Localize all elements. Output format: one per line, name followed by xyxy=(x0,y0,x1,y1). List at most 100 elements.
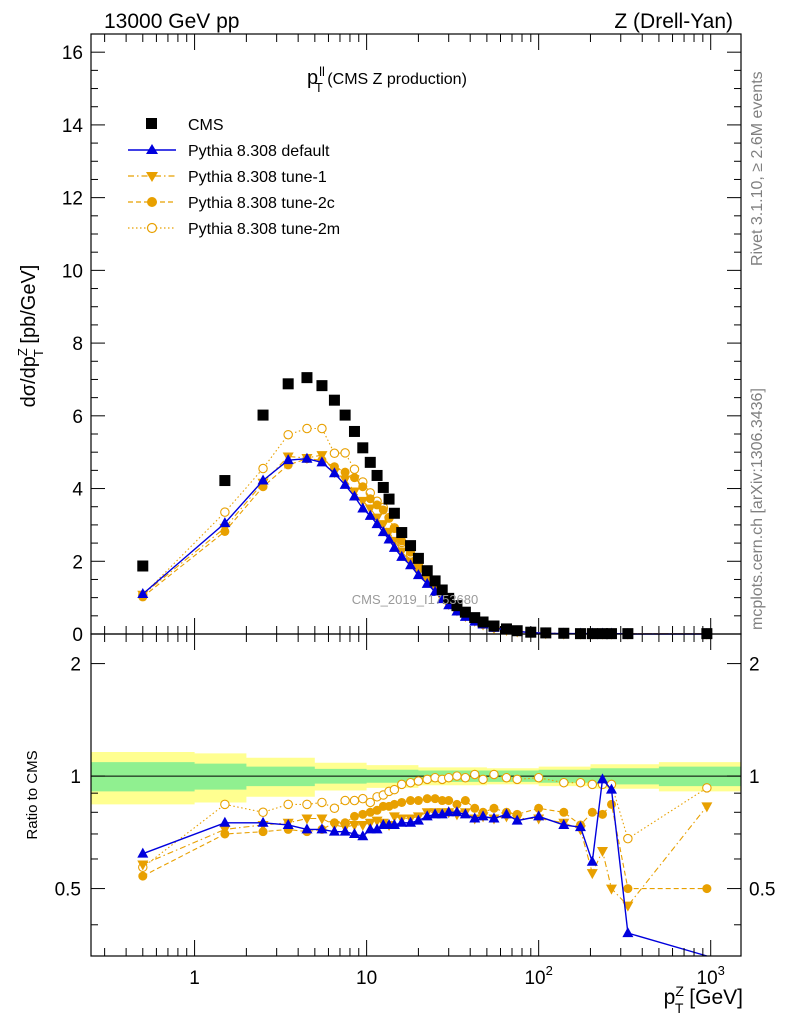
ratio-point-tune2c xyxy=(534,803,544,813)
main-point-default xyxy=(377,526,389,537)
ratio-point-tune2c xyxy=(349,811,359,821)
main-point-cms xyxy=(558,627,570,639)
main-point-cms xyxy=(328,394,340,406)
main-point-tune2m xyxy=(329,448,340,459)
main-point-default xyxy=(396,550,408,561)
ratio-point-tune2c xyxy=(452,799,462,809)
main-point-default xyxy=(364,509,376,520)
ratio-point-default xyxy=(586,855,598,866)
main-point-default xyxy=(388,541,400,552)
ratio-point-tune1 xyxy=(605,884,617,895)
ratio-point-default xyxy=(511,814,523,825)
ratio-point-tune2m xyxy=(349,795,360,806)
main-point-cms xyxy=(412,552,424,564)
legend-marker-tune2m xyxy=(146,222,158,234)
ratio-series-tune2m xyxy=(138,769,712,873)
ratio-y-tick-label-right: 1 xyxy=(749,767,760,788)
ratio-point-tune2c xyxy=(470,803,480,813)
ratio-point-tune2m xyxy=(478,774,488,785)
main-point-tune2c xyxy=(349,473,359,483)
ratio-point-tune2m xyxy=(422,774,432,785)
main-point-tune2m xyxy=(258,463,268,474)
main-point-tune1 xyxy=(357,496,369,507)
ratio-point-tune2c xyxy=(437,796,447,806)
ratio-point-default xyxy=(477,810,489,821)
ratio-point-tune2m xyxy=(460,772,471,783)
ratio-point-tune2m xyxy=(533,772,544,783)
ratio-point-tune1 xyxy=(597,847,609,858)
mcplots-label: mcplots.cern.ch [arXiv:1306.3436] xyxy=(749,388,766,630)
main-point-cms xyxy=(348,425,360,437)
ratio-point-default xyxy=(597,773,609,784)
main-point-tune1 xyxy=(377,520,389,531)
main-point-cms xyxy=(219,475,231,487)
ratio-point-tune1 xyxy=(219,825,231,836)
ratio-point-tune2c xyxy=(138,871,148,881)
ratio-panel: 0.5 0.5 1 1 2 2 1 10 102 103 Ratio to CMS pZ T [G… xyxy=(24,633,775,1016)
ratio-point-default xyxy=(137,847,149,858)
x-tick-labels: 1 10 102 103 xyxy=(189,963,725,989)
ratio-point-tune2c xyxy=(702,884,712,894)
main-point-cms xyxy=(540,627,552,639)
ratio-point-tune2c xyxy=(430,794,440,804)
main-point-cms xyxy=(405,540,417,552)
main-point-default xyxy=(412,569,424,580)
main-point-tune2c xyxy=(372,500,382,510)
main-point-default xyxy=(316,456,328,467)
ratio-point-tune2c xyxy=(397,797,407,807)
main-point-cms xyxy=(500,623,512,635)
ratio-point-tune2c xyxy=(444,796,454,806)
main-point-tune2m xyxy=(340,448,350,458)
main-point-tune2m xyxy=(220,507,230,517)
legend-marker-cms xyxy=(146,118,157,129)
legend-label-tune2m: Pythia 8.308 tune-2m xyxy=(188,221,340,238)
ratio-point-tune2m xyxy=(317,797,327,808)
main-panel-title: pll T (CMS Z production) xyxy=(307,64,467,95)
ratio-series-default xyxy=(137,773,708,957)
legend-label-cms: CMS xyxy=(188,117,224,134)
ratio-y-tick-label-right: 2 xyxy=(749,655,760,676)
ratio-point-default xyxy=(412,814,424,825)
ratio-point-tune2c xyxy=(406,796,416,806)
legend-marker-default xyxy=(146,144,158,154)
ratio-point-tune2m xyxy=(220,799,230,810)
main-point-tune2m xyxy=(317,423,327,434)
ratio-point-default xyxy=(500,808,512,819)
ratio-point-default xyxy=(371,823,383,834)
main-point-tune1 xyxy=(316,451,328,462)
main-point-default xyxy=(219,517,231,528)
main-point-cms xyxy=(488,620,500,632)
ratio-point-default xyxy=(605,783,617,794)
legend-marker-tune1 xyxy=(146,172,158,182)
ratio-point-tune2c xyxy=(389,799,399,809)
ratio-point-tune2m xyxy=(340,795,350,806)
ratio-point-tune2m xyxy=(258,807,268,818)
ratio-point-tune2m xyxy=(329,803,340,814)
legend-label-tune1: Pythia 8.308 tune-1 xyxy=(188,169,327,186)
ratio-point-default xyxy=(316,823,328,834)
legend: CMS Pythia 8.308 default Pythia 8.308 tu… xyxy=(128,117,340,238)
main-point-cms xyxy=(383,493,395,505)
main-point-cms xyxy=(357,442,369,454)
header-left: 13000 GeV pp xyxy=(104,10,239,33)
main-point-cms xyxy=(282,378,294,390)
main-point-cms xyxy=(257,409,269,421)
main-y-tick-label: 6 xyxy=(72,407,83,428)
analysis-watermark: CMS_2019_I1753680 xyxy=(352,592,479,607)
main-y-tick-label: 0 xyxy=(72,625,83,646)
header-right: Z (Drell-Yan) xyxy=(614,10,733,33)
ratio-point-tune2c xyxy=(489,803,499,813)
main-y-tick-label: 12 xyxy=(62,189,83,210)
main-point-cms xyxy=(377,481,389,493)
main-point-tune2c xyxy=(397,536,407,546)
ratio-point-tune2m xyxy=(443,772,454,783)
main-point-default xyxy=(137,588,149,598)
ratio-point-default xyxy=(574,821,586,832)
ratio-point-tune2m xyxy=(575,777,586,788)
rivet-version-label: Rivet 3.1.10, ≥ 2.6M events xyxy=(749,71,766,266)
ratio-point-tune2m xyxy=(587,779,598,790)
main-point-cms xyxy=(451,600,463,612)
legend-marker-tune2c xyxy=(147,197,157,207)
ratio-series-group xyxy=(137,769,713,957)
